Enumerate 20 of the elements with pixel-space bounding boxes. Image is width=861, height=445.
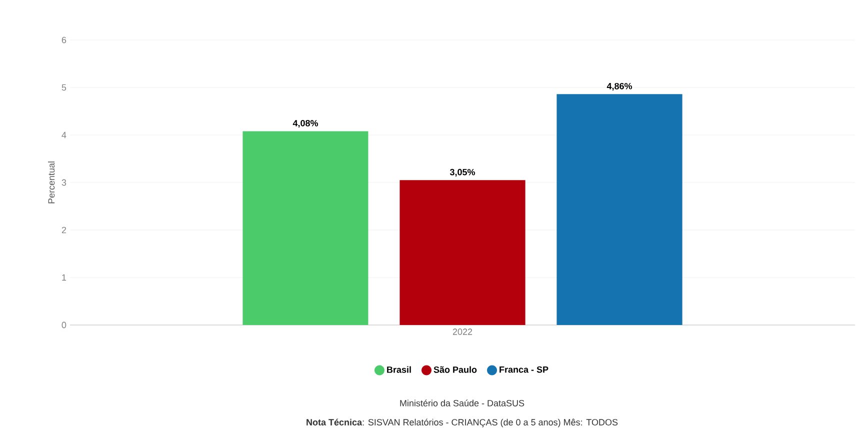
legend-label: Franca - SP	[500, 366, 548, 373]
y-tick-label: 0	[62, 322, 66, 328]
y-tick-label: 4	[62, 132, 66, 138]
y-axis-title: Percentual	[48, 162, 55, 204]
x-tick-label: 2022	[452, 328, 472, 335]
legend-label: Brasil	[387, 366, 411, 373]
text: Nota Técnica: SISVAN Relatórios - CRIANÇAS (de 0 a 5 anos) Mês: TODOS	[306, 418, 618, 428]
y-tick-label: 3	[62, 179, 66, 186]
text: Ministério da Saúde - DataSUS	[400, 400, 524, 406]
bar	[556, 94, 682, 325]
bar	[400, 180, 526, 325]
bar	[242, 131, 368, 325]
data-label: 4,86%	[606, 82, 632, 91]
y-tick-label: 5	[62, 84, 66, 91]
y-tick-label: 2	[62, 226, 66, 234]
y-tick-label: 1	[62, 274, 66, 281]
data-label: 4,08%	[292, 120, 318, 128]
data-label: 3,05%	[450, 168, 476, 177]
legend-label: São Paulo	[434, 366, 477, 373]
y-tick-label: 6	[62, 36, 66, 44]
